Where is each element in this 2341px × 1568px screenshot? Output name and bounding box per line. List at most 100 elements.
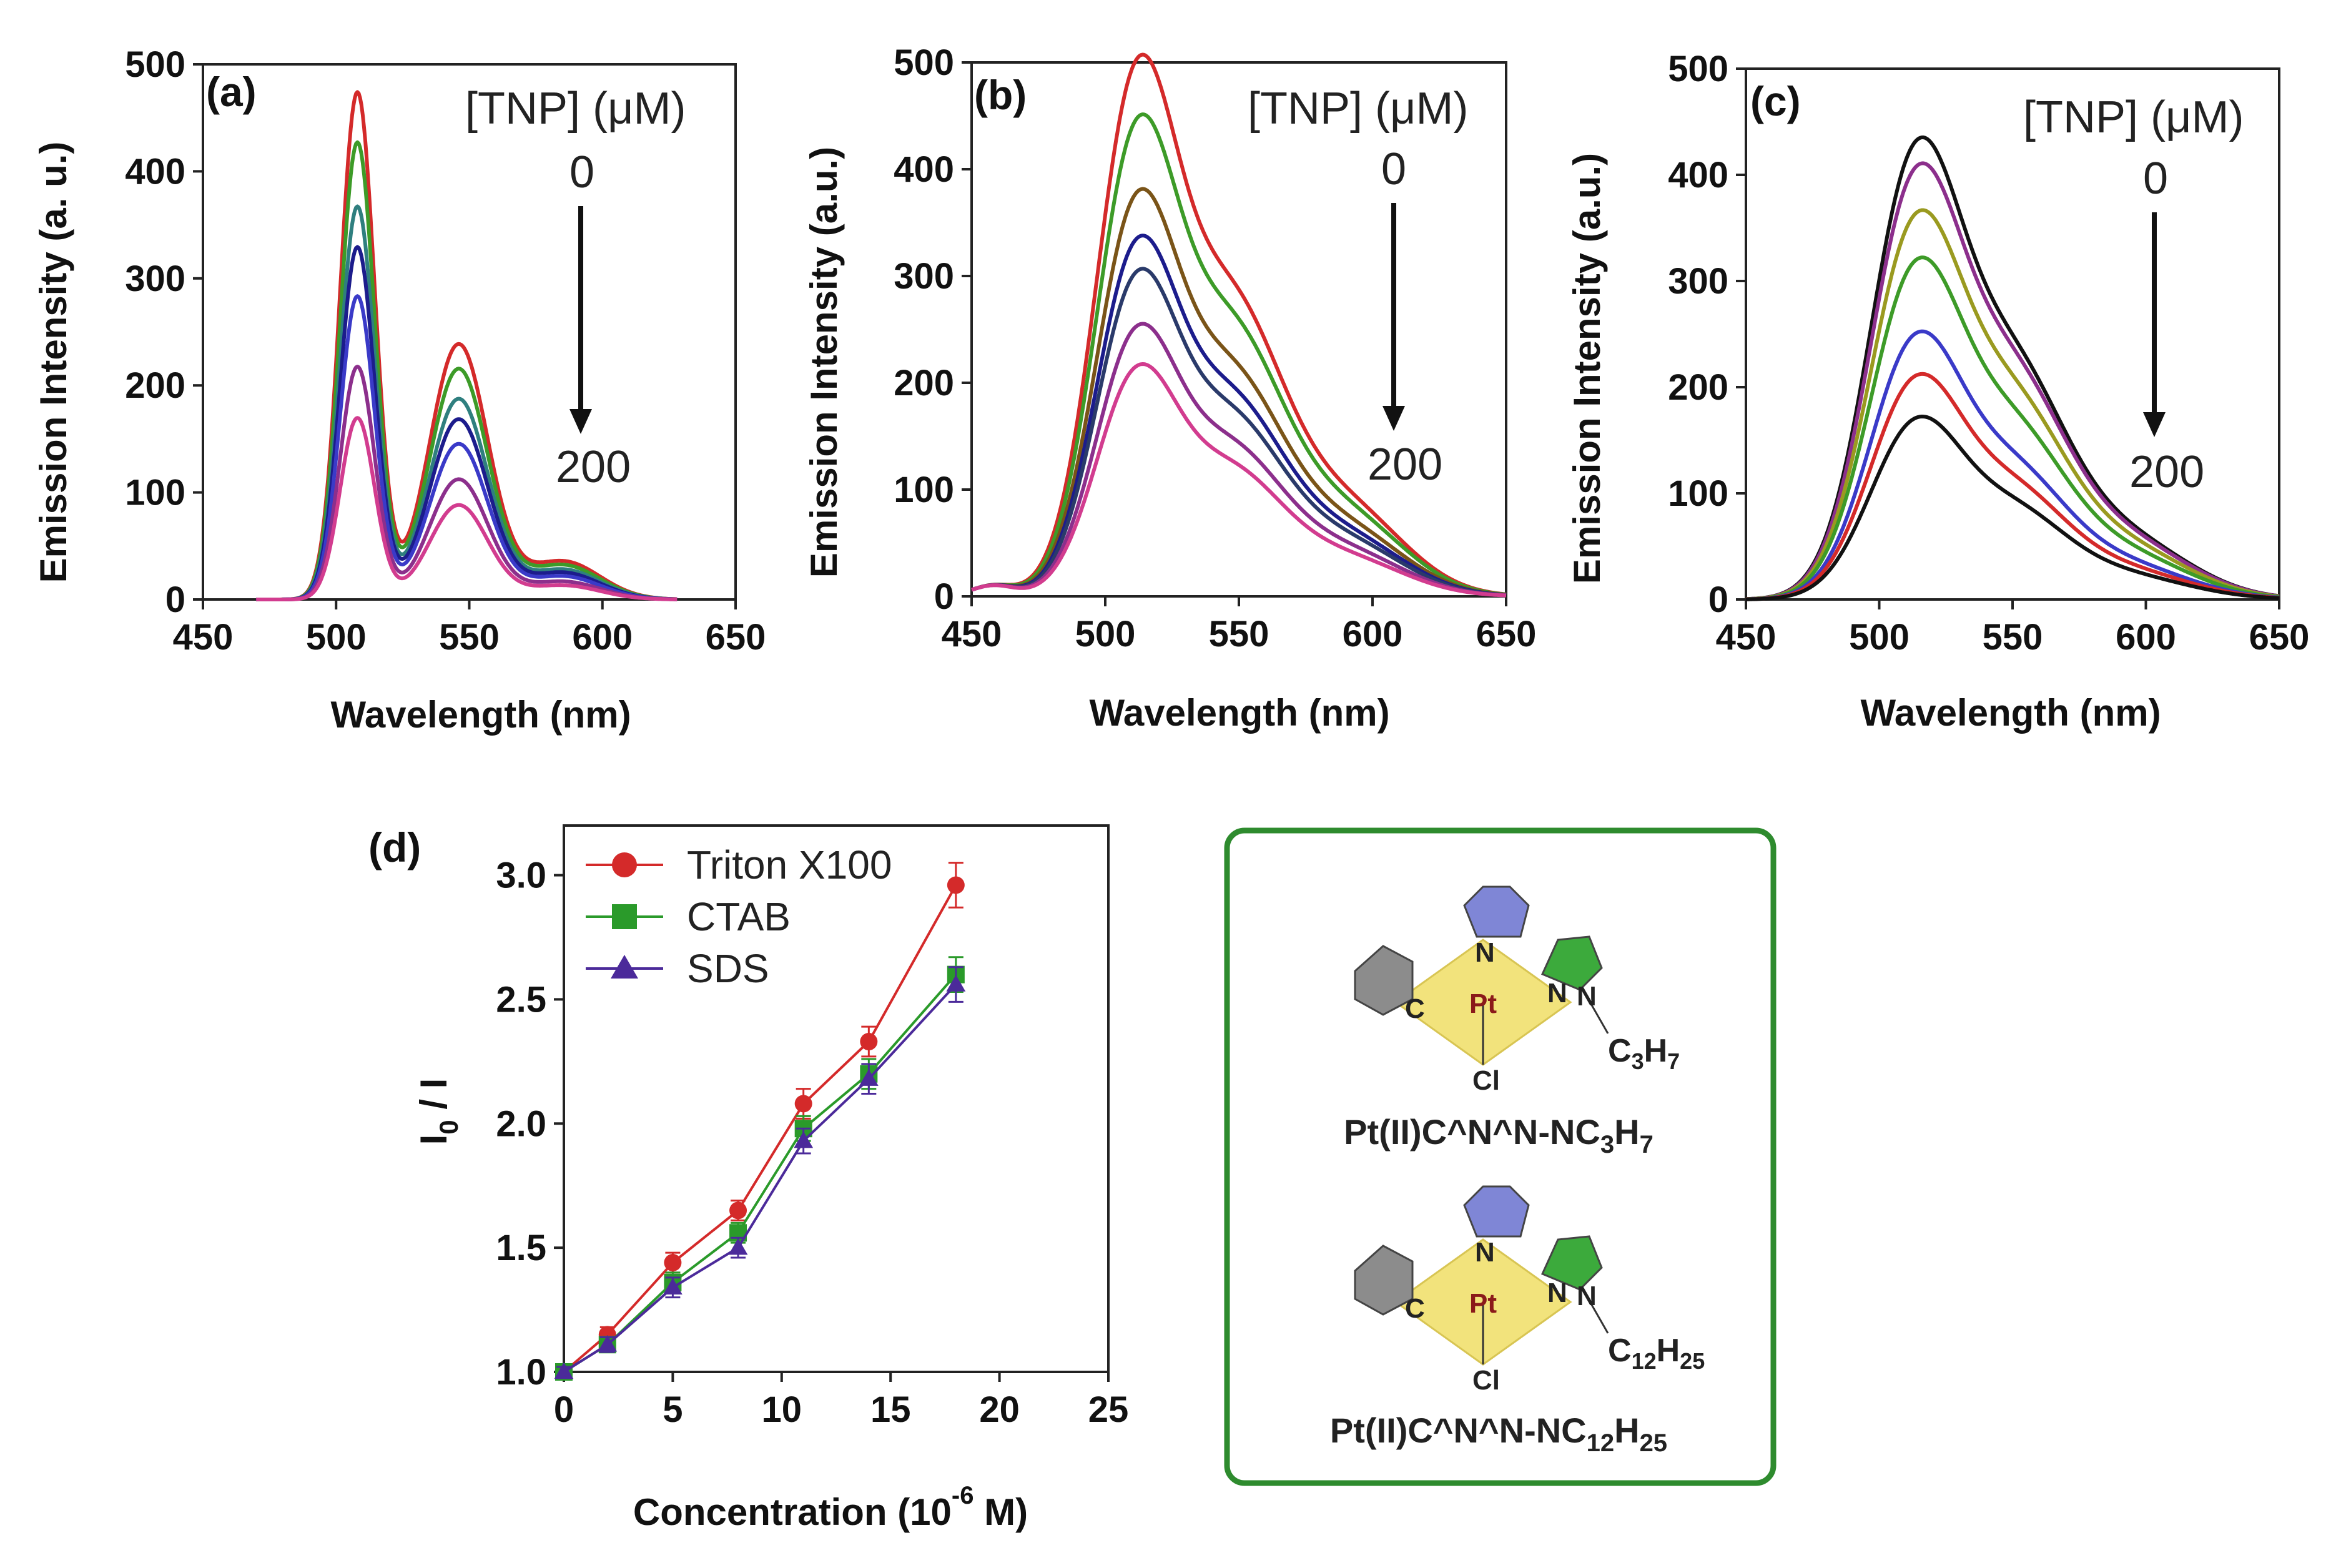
- molecule-1-pyrazole-ring: [1540, 935, 1603, 991]
- legend-marker-2: [611, 955, 638, 979]
- panel-b-arrowhead: [1382, 406, 1405, 431]
- spectrum-plot-0: 450 500 550 600 650 0 100 200 300 400 500: [125, 44, 766, 658]
- molecule-2-phenyl-ring: [1354, 1245, 1414, 1316]
- panel-c-arrowhead: [2143, 412, 2166, 437]
- spectrum-2-series-6: [1745, 415, 2280, 601]
- molecule-1-pyridine-ring: [1463, 885, 1530, 938]
- data-point-0-4: [794, 1095, 812, 1113]
- molecule-2-name-h: H: [1614, 1411, 1639, 1450]
- y-tick-label-2-1: 100: [1668, 473, 1728, 514]
- molecule-1-n-alkyl: N: [1577, 981, 1597, 1012]
- panel-b-tnp-start: 0: [1381, 144, 1406, 194]
- panel-a-tnp-end: 200: [556, 442, 631, 492]
- x-tick-label-3-2: 10: [762, 1389, 802, 1430]
- legend-marker-0: [612, 852, 637, 877]
- molecule-2-n-pyridine: N: [1475, 1237, 1495, 1268]
- spectrum-1-series-0: [971, 52, 1507, 596]
- panel-c: (c) [TNP] (μM) 0 200 Wavelength (nm) Emi…: [1566, 78, 2244, 734]
- x-tick-label-0-4: 650: [706, 617, 766, 658]
- y-tick-label-0-5: 500: [125, 44, 185, 85]
- spectrum-2-series-4: [1745, 329, 2280, 601]
- x-tick-label-1-4: 650: [1476, 614, 1537, 654]
- molecule-2-c-atom: C: [1405, 1293, 1425, 1324]
- molecule-2-name-sub2: 25: [1640, 1429, 1668, 1457]
- legend-label-1: CTAB: [687, 894, 791, 939]
- x-tick-label-1-0: 450: [942, 614, 1002, 654]
- y-tick-label-3-3: 2.5: [496, 979, 546, 1020]
- panel-c-xlabel: Wavelength (nm): [1860, 692, 2161, 734]
- plot-frame-1: [970, 61, 1507, 598]
- panel-d-xlabel-main: Concentration (10: [633, 1491, 952, 1533]
- panel-a: (a) [TNP] (μM) 0 200 Wavelength (nm) Emi…: [32, 69, 686, 736]
- y-tick-label-3-4: 3.0: [496, 855, 546, 896]
- x-tick-label-2-4: 650: [2249, 617, 2310, 658]
- molecule-1-name: Pt(II)C^N^N-NC3H7: [1344, 1112, 1653, 1158]
- molecule-1-name-sub1: 3: [1600, 1131, 1614, 1158]
- panel-d-xlabel: Concentration (10-6 M): [633, 1482, 1028, 1533]
- molecule-1-chain-h: H: [1644, 1033, 1668, 1069]
- molecule-2-name-main: Pt(II)C^N^N-NC: [1330, 1411, 1587, 1450]
- spectrum-1-series-6: [971, 362, 1507, 598]
- x-tick-label-2-2: 550: [1983, 617, 2043, 658]
- panel-a-arrowhead: [569, 409, 592, 434]
- panel-b-tnp-title: [TNP] (μM): [1248, 84, 1468, 134]
- molecule-2-n-pyrazole: N: [1547, 1278, 1567, 1308]
- molecule-2-chain-bond: [1582, 1289, 1609, 1334]
- x-tick-label-2-0: 450: [1716, 617, 1777, 658]
- panel-a-xlabel: Wavelength (nm): [330, 694, 631, 736]
- spectrum-1-series-4: [971, 267, 1507, 597]
- panel-d: (d) Concentration (10-6 M) I0 / I: [368, 824, 1028, 1533]
- molecule-1-n-pyrazole: N: [1547, 978, 1567, 1008]
- x-tick-label-1-3: 600: [1343, 614, 1403, 654]
- panel-d-ylabel-end: / I: [413, 1078, 455, 1120]
- spectrum-0-series-4: [255, 294, 678, 601]
- panel-b-xlabel: Wavelength (nm): [1089, 692, 1389, 734]
- legend-label-2: SDS: [687, 946, 769, 991]
- data-point-0-2: [664, 1254, 682, 1271]
- y-tick-label-1-5: 500: [894, 42, 954, 83]
- molecule-2-chain-h: H: [1657, 1333, 1680, 1369]
- panel-a-tnp-title: [TNP] (μM): [465, 84, 686, 134]
- panel-d-xlabel-end: M): [974, 1491, 1028, 1533]
- molecule-1-c-atom: C: [1405, 994, 1425, 1024]
- molecule-2-alkyl-chain: C12H25: [1608, 1333, 1705, 1374]
- molecule-1-chain-bond: [1582, 989, 1609, 1034]
- spectrum-1-series-1: [971, 112, 1507, 596]
- molecule-2-chain-sub2: 25: [1680, 1348, 1705, 1374]
- data-point-2-3: [728, 1238, 748, 1255]
- x-tick-label-3-5: 25: [1088, 1389, 1129, 1430]
- plot-frame-0: [202, 63, 737, 601]
- data-point-0-6: [947, 876, 965, 894]
- y-tick-label-2-5: 500: [1668, 49, 1728, 89]
- y-tick-label-1-1: 100: [894, 470, 954, 510]
- panel-a-label: (a): [206, 69, 257, 115]
- data-point-0-5: [860, 1033, 878, 1051]
- spectrum-0-series-1: [255, 140, 678, 601]
- x-tick-label-3-3: 15: [870, 1389, 911, 1430]
- structures-frame: [1224, 827, 1777, 1486]
- spectrum-plot-1: 450 500 550 600 650 0 100 200 300 400 500: [894, 42, 1536, 654]
- data-point-2-2: [663, 1278, 683, 1294]
- molecule-2-cl-atom: Cl: [1472, 1365, 1500, 1396]
- panel-b-ylabel: Emission Intensity (a.u.): [803, 147, 845, 578]
- x-tick-label-0-0: 450: [173, 617, 234, 658]
- spectrum-0-series-2: [255, 204, 678, 601]
- panel-c-tnp-end: 200: [2129, 447, 2204, 497]
- data-point-2-1: [598, 1334, 618, 1352]
- molecule-2-n-alkyl: N: [1577, 1281, 1597, 1311]
- y-tick-label-0-0: 0: [165, 579, 185, 620]
- spectrum-2-series-2: [1745, 208, 2280, 601]
- molecule-2-pyrazole-ring: [1540, 1235, 1603, 1291]
- data-point-2-0: [554, 1362, 574, 1379]
- x-tick-label-0-1: 500: [306, 617, 367, 658]
- y-tick-label-1-2: 200: [894, 363, 954, 403]
- molecule-1-chain-sub1: 3: [1632, 1048, 1644, 1074]
- molecule-1-name-h: H: [1614, 1112, 1639, 1151]
- panel-b: (b) [TNP] (μM) 0 200 Wavelength (nm) Emi…: [803, 72, 1468, 734]
- panel-b-tnp-end: 200: [1368, 440, 1442, 490]
- ratio-plot: 0 5 10 15 20 25 1.0 1.5 2.0 2.5 3.0: [496, 824, 1129, 1430]
- molecule-2-name: Pt(II)C^N^N-NC12H25: [1330, 1411, 1667, 1457]
- y-tick-label-2-2: 200: [1668, 367, 1728, 408]
- x-tick-label-3-0: 0: [554, 1389, 574, 1430]
- spectrum-plot-2: 450 500 550 600 650 0 100 200 300 400 500: [1668, 49, 2309, 658]
